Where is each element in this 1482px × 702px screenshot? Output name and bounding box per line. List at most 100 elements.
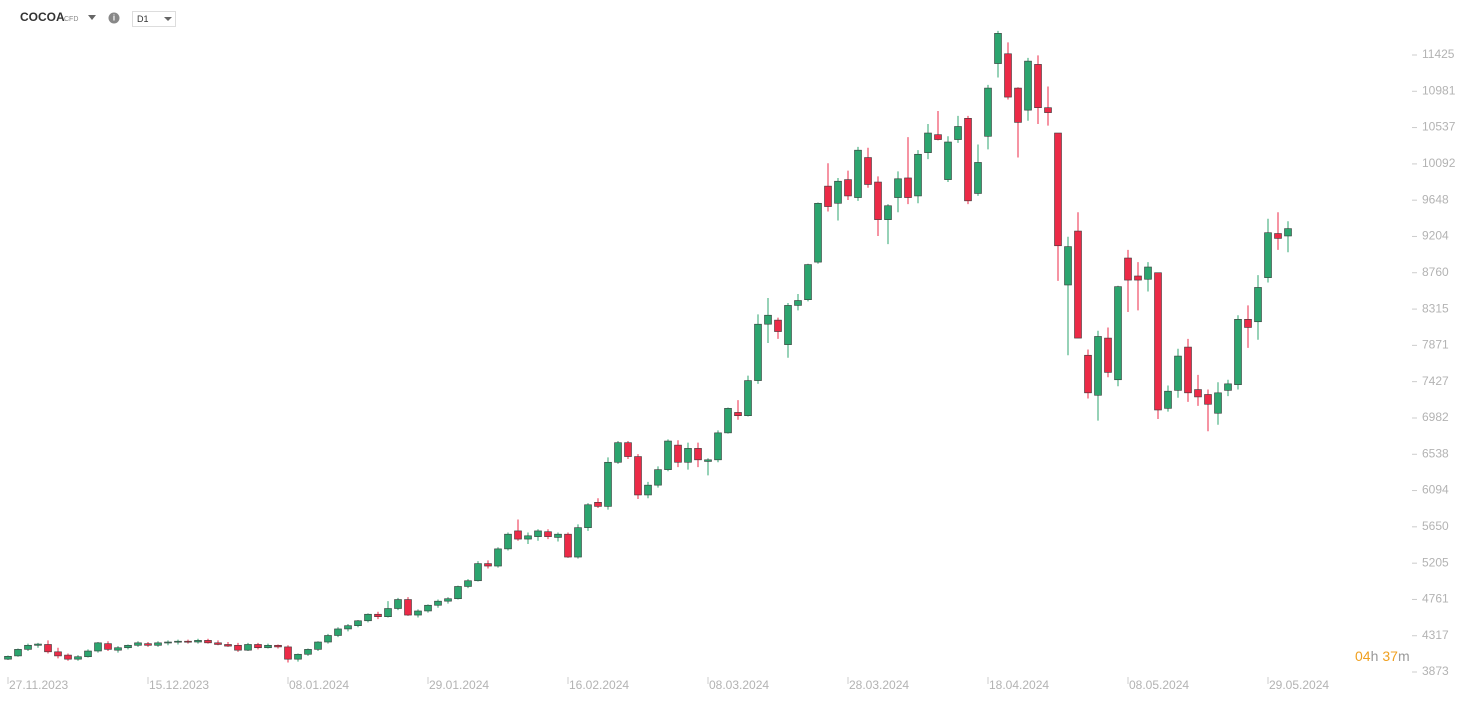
candle-body — [1014, 87, 1022, 123]
candle-body — [554, 533, 562, 538]
candle-body — [14, 649, 22, 657]
y-tick-label: 5650 — [1422, 519, 1449, 533]
candle-body — [594, 502, 602, 507]
candle-body — [504, 533, 512, 550]
x-tick-label: 29.05.2024 — [1269, 678, 1329, 692]
candle-body — [74, 656, 82, 660]
candle-body — [264, 644, 272, 649]
candle-body — [574, 527, 582, 558]
candle-body — [544, 531, 552, 537]
candle-body — [274, 644, 282, 648]
candle-body — [964, 118, 972, 202]
candle-body — [704, 459, 712, 462]
info-glyph: i — [113, 14, 115, 23]
symbol-dropdown[interactable] — [88, 15, 96, 20]
candle-body — [44, 644, 52, 653]
candle-body — [1274, 233, 1282, 239]
candle-body — [524, 535, 532, 540]
candle-body — [34, 643, 42, 646]
y-tick-label: 7427 — [1422, 374, 1449, 388]
candle-body — [484, 563, 492, 567]
timer-minutes: 37 — [1382, 648, 1398, 664]
candle-body — [844, 179, 852, 197]
candle-body — [444, 598, 452, 602]
candle-body — [424, 604, 432, 612]
info-icon[interactable] — [108, 12, 120, 24]
candle-body — [824, 185, 832, 207]
candle-body — [1084, 354, 1092, 394]
candle-body — [94, 642, 102, 652]
candle-body — [474, 563, 482, 582]
candle-body — [134, 642, 142, 646]
candle-body — [124, 644, 132, 649]
interval-select[interactable] — [132, 11, 176, 27]
candle-body — [1104, 337, 1112, 373]
candle-body — [294, 653, 302, 660]
candle-body — [694, 448, 702, 461]
candle-body — [164, 641, 172, 644]
candle-body — [224, 644, 232, 647]
candle-body — [724, 408, 732, 434]
interval-dropdown[interactable] — [164, 17, 172, 21]
candle-body — [614, 442, 622, 463]
candle-body — [914, 153, 922, 197]
timer-minutes-unit: m — [1398, 648, 1410, 664]
candle-body — [64, 654, 72, 660]
candle-body — [904, 177, 912, 198]
y-tick-label: 8760 — [1422, 265, 1449, 279]
candle-body — [764, 314, 772, 325]
y-tick-label: 3873 — [1422, 664, 1449, 678]
candle-body — [1154, 272, 1162, 411]
candle-body — [214, 642, 222, 645]
y-tick-label: 9648 — [1422, 192, 1449, 206]
candle-body — [1194, 389, 1202, 398]
candle-body — [1024, 60, 1032, 111]
candle-body — [1204, 394, 1212, 405]
candle-body — [314, 641, 322, 650]
candle-body — [1244, 319, 1252, 328]
candle-body — [1144, 266, 1152, 280]
y-tick-label: 10537 — [1422, 120, 1456, 134]
candle-body — [454, 586, 462, 600]
candle-body — [204, 640, 212, 644]
candle-body — [1074, 230, 1082, 339]
candle-body — [84, 650, 92, 658]
candle-body — [1284, 228, 1292, 237]
candle-body — [384, 608, 392, 617]
y-tick-label: 8315 — [1422, 301, 1449, 315]
candle-body — [344, 625, 352, 630]
candle-body — [334, 628, 342, 636]
candle-body — [564, 533, 572, 558]
candle-body — [804, 264, 812, 300]
candle-body — [1234, 319, 1242, 385]
candle-body — [644, 484, 652, 496]
x-tick-label: 08.03.2024 — [709, 678, 769, 692]
candle-body — [304, 649, 312, 655]
candle-body — [1184, 346, 1192, 394]
candle-body — [954, 126, 962, 140]
candle-body — [364, 613, 372, 622]
candle-body — [744, 380, 752, 417]
candle-body — [974, 162, 982, 194]
countdown: 04h 37m — [1355, 648, 1410, 664]
candle-body — [24, 644, 32, 650]
y-tick-label: 6094 — [1422, 483, 1449, 497]
candle-body — [834, 180, 842, 204]
candle-body — [714, 432, 722, 461]
y-tick-label: 4317 — [1422, 628, 1449, 642]
candle-body — [944, 141, 952, 180]
x-tick-label: 28.03.2024 — [849, 678, 909, 692]
candle-body — [1134, 275, 1142, 281]
x-tick-label: 18.04.2024 — [989, 678, 1049, 692]
candle-body — [1054, 132, 1062, 247]
candle-body — [674, 444, 682, 463]
candle-body — [1264, 232, 1272, 278]
candle-body — [4, 656, 12, 660]
candle-body — [194, 640, 202, 643]
candle-body — [1114, 286, 1122, 381]
candle-body — [324, 635, 332, 643]
candle-body — [1254, 287, 1262, 323]
y-tick-label: 10981 — [1422, 83, 1456, 97]
candle-body — [494, 548, 502, 567]
